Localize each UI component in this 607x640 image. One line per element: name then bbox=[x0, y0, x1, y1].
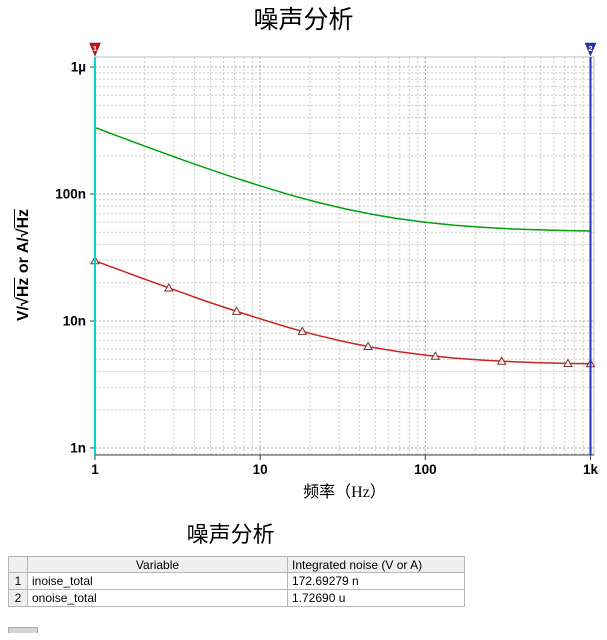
variable-cell[interactable]: inoise_total bbox=[27, 572, 288, 590]
cursor-2-handle bbox=[584, 42, 597, 57]
table-row-1[interactable]: 1 inoise_total 172.69279 n bbox=[8, 572, 465, 590]
tick-labels: 1 10 100 1k 1n 10n 100n 1µ bbox=[55, 60, 598, 477]
svg-text:1: 1 bbox=[91, 462, 99, 477]
svg-text:100n: 100n bbox=[55, 187, 86, 202]
cursor-1[interactable]: 1 bbox=[89, 42, 101, 455]
plot-background bbox=[94, 56, 595, 456]
svg-text:10: 10 bbox=[253, 462, 268, 477]
column-header-integrated-noise[interactable]: Integrated noise (V or A) bbox=[287, 556, 465, 573]
svg-text:100: 100 bbox=[414, 462, 437, 477]
row-number: 2 bbox=[8, 589, 28, 607]
y-axis-label: V/√Hz or A/√Hz bbox=[15, 208, 32, 322]
variable-cell[interactable]: onoise_total bbox=[27, 589, 288, 607]
column-header-variable[interactable]: Variable bbox=[27, 556, 288, 573]
x-axis-label: 频率（Hz） bbox=[303, 484, 386, 501]
svg-text:2: 2 bbox=[588, 44, 592, 53]
svg-text:1n: 1n bbox=[70, 440, 86, 455]
cursor-2[interactable]: 2 bbox=[584, 42, 597, 455]
row-number: 1 bbox=[8, 572, 28, 590]
value-cell[interactable]: 1.72690 u bbox=[287, 589, 465, 607]
value-cell[interactable]: 172.69279 n bbox=[287, 572, 465, 590]
table-partial-row bbox=[8, 627, 38, 633]
table-title: 噪声分析 bbox=[186, 522, 275, 547]
series-inoise-markers bbox=[90, 255, 596, 368]
table-header-row: Variable Integrated noise (V or A) bbox=[8, 556, 465, 573]
results-table: Variable Integrated noise (V or A) 1 ino… bbox=[8, 556, 465, 607]
grid-minor bbox=[95, 57, 594, 455]
svg-text:1: 1 bbox=[93, 44, 97, 53]
svg-text:10n: 10n bbox=[63, 313, 86, 328]
grid-major bbox=[95, 57, 594, 455]
table-row-2[interactable]: 2 onoise_total 1.72690 u bbox=[8, 589, 465, 607]
series-inoise bbox=[94, 260, 591, 365]
cursor-1-handle bbox=[89, 42, 101, 57]
noise-chart: 1 10 100 1k 1n 10n 100n 1µ 1 2 bbox=[55, 42, 598, 477]
series-onoise bbox=[94, 126, 591, 232]
svg-text:1k: 1k bbox=[583, 462, 599, 477]
svg-text:1µ: 1µ bbox=[71, 60, 86, 75]
corner-cell bbox=[8, 556, 28, 573]
